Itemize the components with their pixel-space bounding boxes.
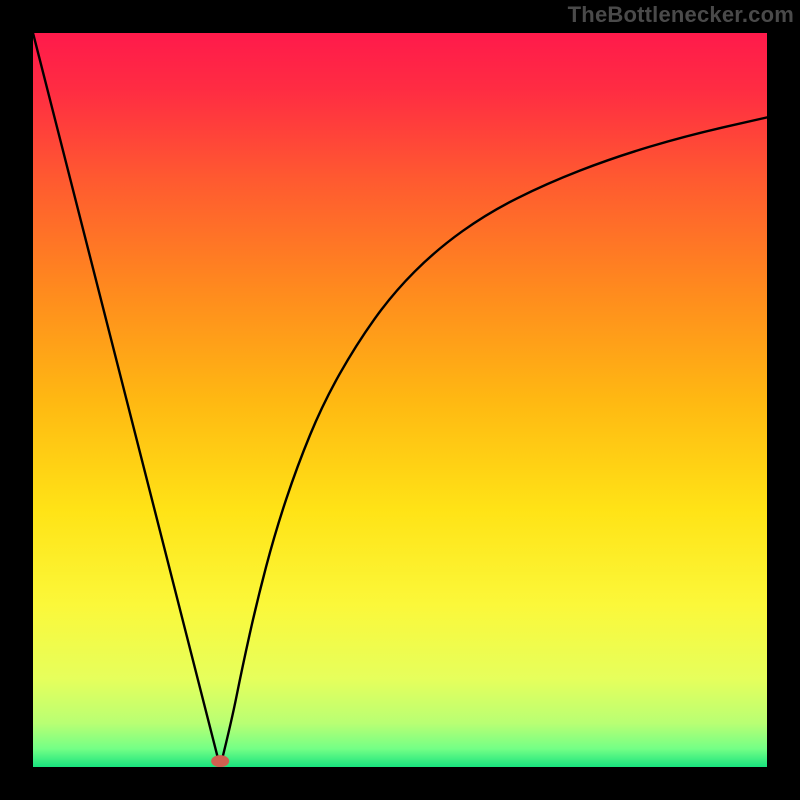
- plot-area: [33, 33, 767, 767]
- bottleneck-curve: [33, 33, 767, 767]
- minimum-point-marker: [211, 755, 229, 767]
- watermark-text: TheBottlenecker.com: [568, 2, 794, 28]
- chart-stage: TheBottlenecker.com: [0, 0, 800, 800]
